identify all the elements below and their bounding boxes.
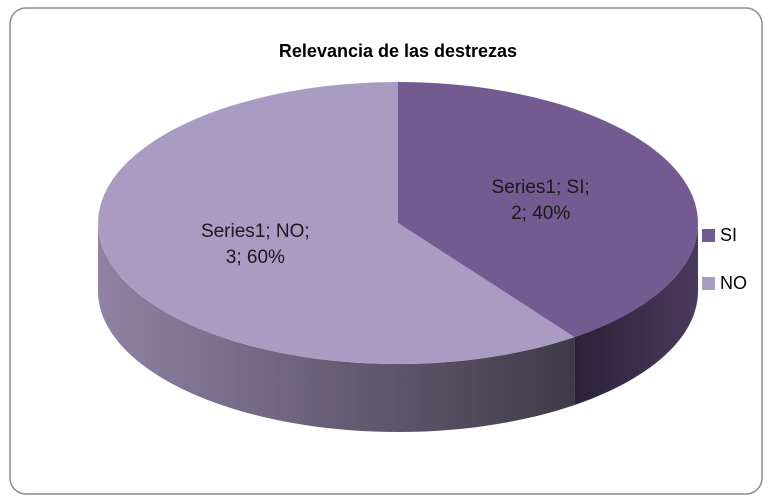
slice-side xyxy=(574,223,698,406)
slice-side xyxy=(98,223,575,432)
legend-swatch xyxy=(702,277,715,290)
data-label: Series1; SI; 2; 40% xyxy=(491,177,590,225)
legend-label: NO xyxy=(720,273,747,293)
data-label: Series1; NO; 3; 60% xyxy=(200,220,310,268)
chart-title: Relevancia de las destrezas xyxy=(279,41,517,61)
legend-label: SI xyxy=(720,225,737,245)
legend-swatch xyxy=(702,229,715,242)
slice xyxy=(398,82,698,338)
slice xyxy=(98,82,575,364)
